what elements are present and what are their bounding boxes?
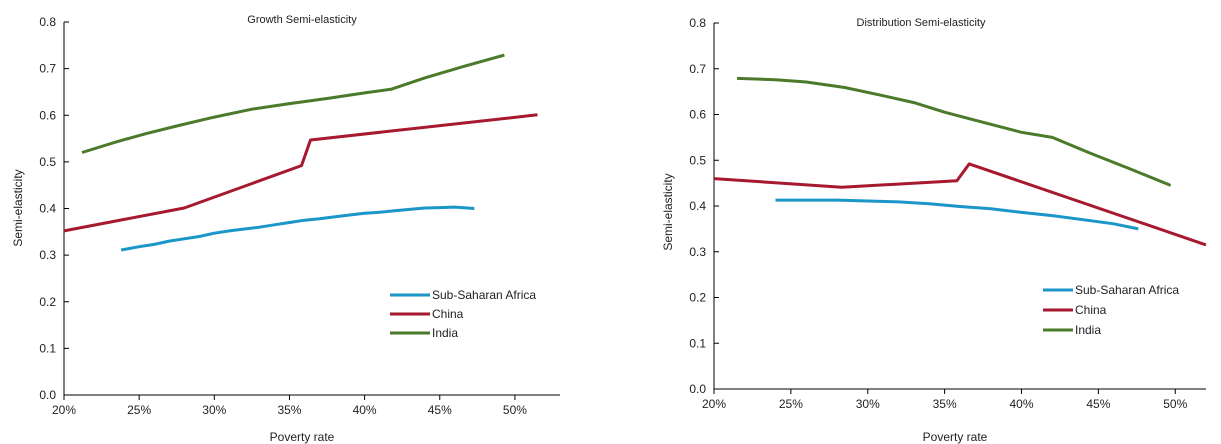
y-tick-label: 0.1 [39, 341, 56, 355]
y-tick-label: 0.5 [689, 153, 706, 167]
x-axis-label: Poverty rate [923, 430, 988, 444]
y-tick-label: 0.6 [39, 108, 56, 122]
x-tick-label: 35% [933, 397, 957, 411]
series-line-sub-saharan-africa [120, 205, 475, 252]
x-axis-label: Poverty rate [270, 430, 335, 444]
x-tick-label: 25% [779, 397, 803, 411]
y-tick-label: 0.0 [39, 388, 56, 402]
y-tick-label: 0.4 [39, 202, 56, 216]
y-tick-label: 0.3 [39, 248, 56, 262]
x-tick-label: 50% [503, 403, 527, 417]
y-tick-label: 0.8 [689, 16, 706, 30]
series-line-india [81, 53, 505, 154]
series-line-china [63, 113, 538, 233]
legend-label: India [432, 326, 458, 340]
y-axis-label: Semi-elasticity [11, 169, 25, 246]
x-tick-label: 35% [277, 403, 301, 417]
y-tick-label: 0.8 [39, 15, 56, 29]
legend-label: India [1075, 323, 1101, 337]
x-tick-label: 20% [52, 403, 76, 417]
distribution-chart: Distribution Semi-elasticity Poverty rat… [661, 16, 1207, 444]
chart-title: Growth Semi-elasticity [247, 14, 357, 26]
legend-label: China [1075, 303, 1107, 317]
y-tick-label: 0.4 [689, 199, 706, 213]
x-tick-label: 25% [127, 403, 151, 417]
y-axis-label: Semi-elasticity [661, 173, 675, 250]
legend-label: China [432, 307, 464, 321]
y-tick-label: 0.7 [39, 62, 56, 76]
y-tick-label: 0.7 [689, 62, 706, 76]
legend-label: Sub-Saharan Africa [1075, 283, 1179, 297]
y-tick-label: 0.6 [689, 108, 706, 122]
chart-title: Distribution Semi-elasticity [857, 17, 986, 29]
x-tick-label: 40% [353, 403, 377, 417]
y-tick-label: 0.3 [689, 245, 706, 259]
series-line-sub-saharan-africa [775, 198, 1139, 231]
y-tick-label: 0.2 [39, 295, 56, 309]
x-tick-label: 45% [1086, 397, 1110, 411]
x-tick-label: 50% [1163, 397, 1187, 411]
x-tick-label: 40% [1009, 397, 1033, 411]
growth-chart: Growth Semi-elasticity Poverty rate Semi… [11, 14, 560, 444]
y-tick-label: 0.5 [39, 155, 56, 169]
series-line-india [737, 76, 1172, 187]
y-tick-label: 0.2 [689, 291, 706, 305]
x-tick-label: 30% [202, 403, 226, 417]
x-tick-label: 20% [702, 397, 726, 411]
x-tick-label: 30% [856, 397, 880, 411]
y-tick-label: 0.0 [689, 382, 706, 396]
series-line-china [713, 162, 1207, 247]
legend-label: Sub-Saharan Africa [432, 288, 536, 302]
y-tick-label: 0.1 [689, 336, 706, 350]
x-tick-label: 45% [428, 403, 452, 417]
